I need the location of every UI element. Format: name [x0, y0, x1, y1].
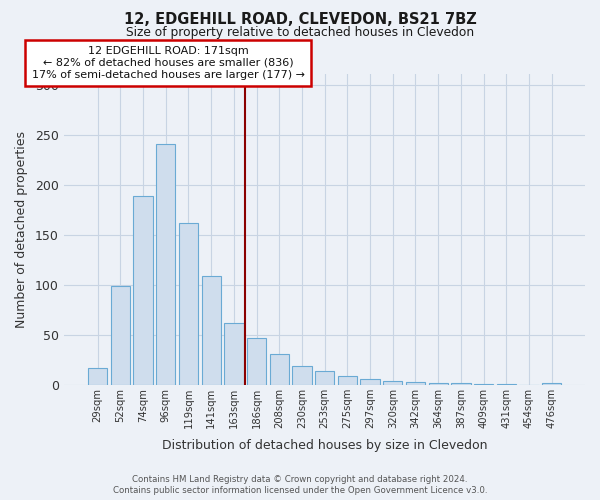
Bar [179, 223, 198, 385]
Text: Size of property relative to detached houses in Clevedon: Size of property relative to detached ho… [126, 26, 474, 39]
Bar [428, 383, 448, 385]
Bar [202, 276, 221, 385]
Bar [156, 144, 175, 385]
Bar [88, 368, 107, 385]
Bar [542, 383, 562, 385]
Bar [451, 383, 470, 385]
Bar [406, 382, 425, 385]
Bar [338, 376, 357, 385]
Text: 12 EDGEHILL ROAD: 171sqm
← 82% of detached houses are smaller (836)
17% of semi-: 12 EDGEHILL ROAD: 171sqm ← 82% of detach… [32, 46, 305, 80]
Bar [292, 366, 311, 385]
Bar [361, 379, 380, 385]
Text: Contains HM Land Registry data © Crown copyright and database right 2024.: Contains HM Land Registry data © Crown c… [132, 475, 468, 484]
Bar [315, 371, 334, 385]
Bar [497, 384, 516, 385]
Bar [269, 354, 289, 385]
Bar [111, 286, 130, 385]
Bar [133, 196, 153, 385]
X-axis label: Distribution of detached houses by size in Clevedon: Distribution of detached houses by size … [162, 440, 487, 452]
Y-axis label: Number of detached properties: Number of detached properties [15, 132, 28, 328]
Text: Contains public sector information licensed under the Open Government Licence v3: Contains public sector information licen… [113, 486, 487, 495]
Text: 12, EDGEHILL ROAD, CLEVEDON, BS21 7BZ: 12, EDGEHILL ROAD, CLEVEDON, BS21 7BZ [124, 12, 476, 28]
Bar [247, 338, 266, 385]
Bar [224, 323, 244, 385]
Bar [474, 384, 493, 385]
Bar [383, 381, 403, 385]
